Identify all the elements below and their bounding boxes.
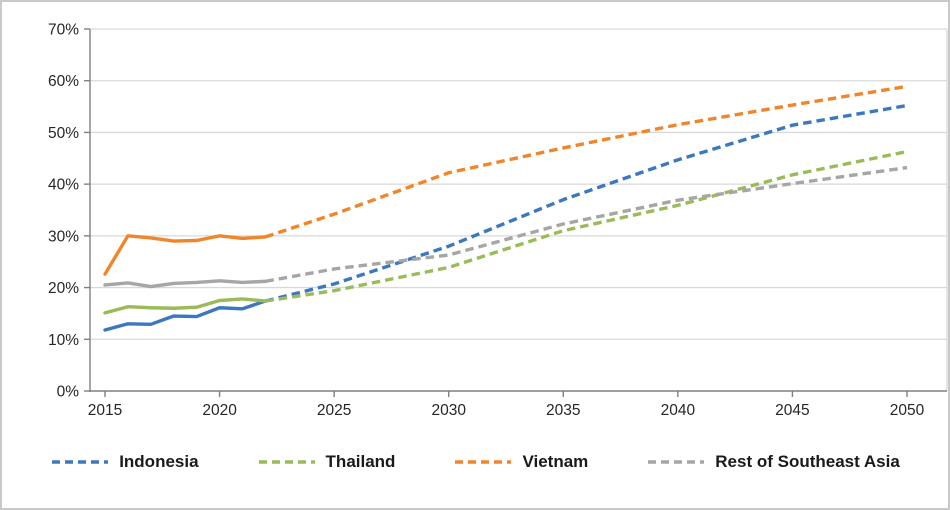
legend-label: Indonesia bbox=[119, 452, 199, 471]
series-thailand-historical-line bbox=[103, 297, 268, 315]
chart-legend: Indonesia Thailand Vietnam Rest of South… bbox=[2, 452, 948, 472]
legend-item-vietnam: Vietnam bbox=[453, 452, 588, 472]
series-thailand-projection-line bbox=[265, 149, 908, 303]
legend-dash-icon bbox=[455, 460, 512, 464]
series-indonesia-historical-line bbox=[103, 299, 268, 332]
legend-label: Thailand bbox=[325, 452, 396, 471]
legend-dash-icon bbox=[52, 460, 109, 464]
series-rest-of-southeast-asia-historical-line bbox=[103, 279, 268, 289]
x-tick-label: 2020 bbox=[202, 402, 237, 419]
x-tick-label: 2015 bbox=[88, 402, 122, 419]
x-tick-label: 2035 bbox=[546, 402, 580, 419]
y-tick-label: 10% bbox=[48, 332, 79, 349]
legend-label: Rest of Southeast Asia bbox=[715, 452, 900, 471]
y-tick-label: 20% bbox=[48, 280, 79, 297]
line-chart: 0%10%20%30%40%50%60%70%2015 2020 2025 2030 2… bbox=[48, 22, 948, 419]
series-rest-of-southeast-asia-projection-line bbox=[265, 165, 908, 284]
series-rest-of-southeast-asia bbox=[103, 165, 908, 289]
series-indonesia-projection-line bbox=[264, 103, 908, 303]
y-axis-labels: 0% 10% 20% 30% 40% 50% 60% 70% bbox=[48, 22, 79, 401]
gridlines bbox=[90, 28, 948, 391]
x-tick-label: 2040 bbox=[661, 402, 696, 419]
x-axis-labels: 2015 2020 2025 2030 2035 2040 2045 2050 bbox=[88, 402, 925, 419]
legend-item-indonesia: Indonesia bbox=[50, 452, 199, 472]
x-tick-label: 2025 bbox=[317, 402, 351, 419]
series-vietnam-historical-line bbox=[103, 234, 268, 276]
legend-item-thailand: Thailand bbox=[257, 452, 396, 472]
x-tick-label: 2030 bbox=[431, 402, 466, 419]
y-tick-label: 50% bbox=[48, 125, 79, 142]
legend-dash-icon bbox=[648, 460, 705, 464]
series-thailand bbox=[103, 149, 908, 315]
y-tick-label: 70% bbox=[48, 22, 79, 39]
y-tick-label: 0% bbox=[57, 384, 80, 401]
y-tick-label: 60% bbox=[48, 73, 79, 90]
series-vietnam bbox=[103, 84, 908, 276]
axes bbox=[84, 28, 947, 397]
y-tick-label: 30% bbox=[48, 228, 79, 245]
legend-label: Vietnam bbox=[522, 452, 589, 471]
legend-item-rest-of-southeast-asia: Rest of Southeast Asia bbox=[646, 452, 900, 472]
series-vietnam-projection-line bbox=[264, 84, 908, 239]
legend-dash-icon bbox=[258, 460, 315, 464]
x-tick-label: 2050 bbox=[890, 402, 925, 419]
series-indonesia bbox=[103, 103, 908, 332]
y-tick-label: 40% bbox=[48, 177, 79, 194]
x-tick-label: 2045 bbox=[775, 402, 809, 419]
